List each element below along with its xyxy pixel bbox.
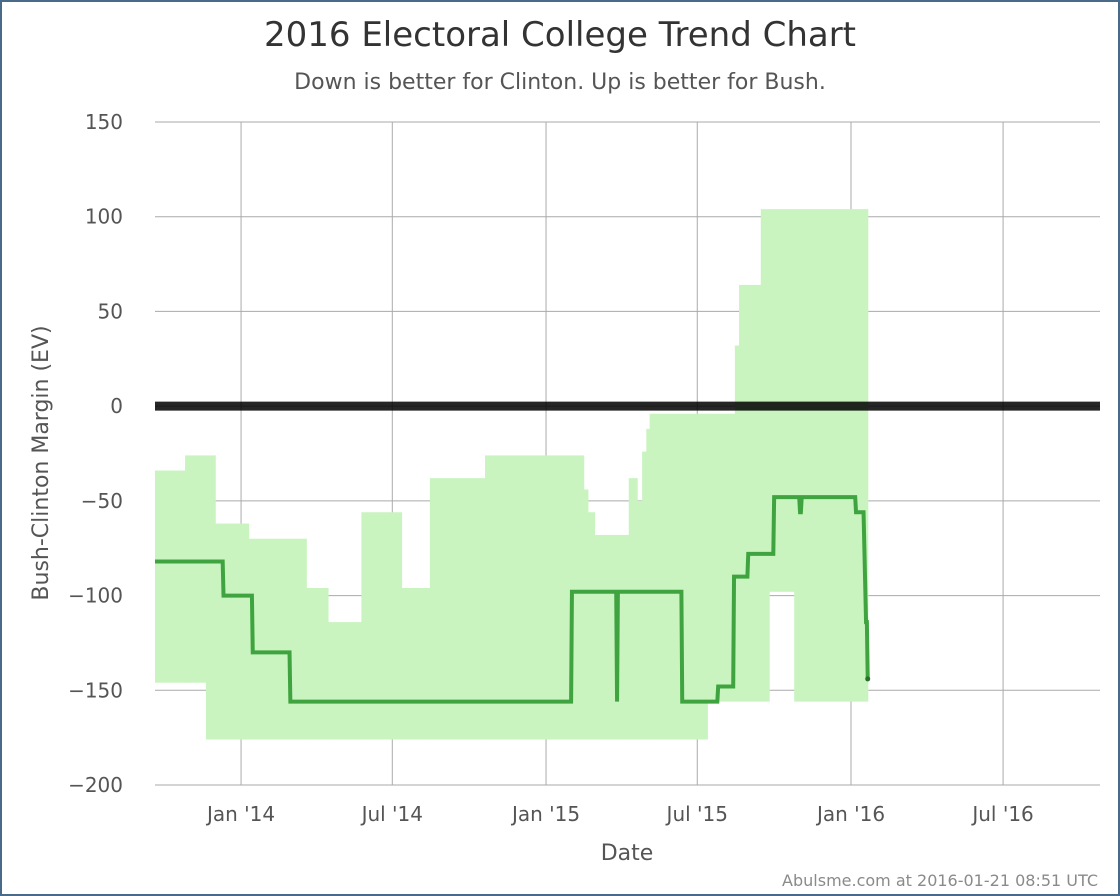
y-tick-label: 150 xyxy=(85,110,123,134)
band-segment xyxy=(485,455,585,740)
band-segment xyxy=(248,538,307,740)
chart-subtitle: Down is better for Clinton. Up is better… xyxy=(294,70,826,95)
band-segment xyxy=(734,345,740,702)
x-tick-label: Jan '16 xyxy=(815,802,885,826)
band-segment xyxy=(361,512,403,740)
x-axis-label: Date xyxy=(601,841,654,866)
band-segment xyxy=(794,209,869,702)
band-segment xyxy=(185,455,207,683)
y-tick-label: −150 xyxy=(68,678,123,702)
band-segment xyxy=(739,284,762,702)
band-segment xyxy=(707,413,736,702)
band-segment xyxy=(429,478,486,740)
band-segment xyxy=(594,534,630,740)
band-segment xyxy=(642,451,647,740)
band-segment xyxy=(649,413,708,740)
x-tick-label: Jul '14 xyxy=(360,802,423,826)
band-segment xyxy=(587,512,596,740)
range-band xyxy=(155,209,869,740)
band-segment xyxy=(401,587,431,740)
band-segment xyxy=(306,587,329,740)
y-tick-label: 100 xyxy=(85,205,123,229)
band-segment xyxy=(205,455,216,740)
band-segment xyxy=(646,428,651,740)
x-tick-label: Jan '14 xyxy=(205,802,275,826)
credit-text: Abulsme.com at 2016-01-21 08:51 UTC xyxy=(782,871,1098,890)
band-segment xyxy=(637,500,643,740)
y-axis-label: Bush-Clinton Margin (EV) xyxy=(29,325,54,600)
y-tick-label: −200 xyxy=(68,773,123,797)
y-tick-label: 50 xyxy=(98,299,123,323)
chart-title: 2016 Electoral College Trend Chart xyxy=(264,15,856,55)
y-tick-label: −50 xyxy=(81,489,123,513)
series-line xyxy=(155,495,870,704)
x-tick-label: Jan '15 xyxy=(510,802,580,826)
band-segment xyxy=(583,489,589,740)
x-tick-label: Jul '15 xyxy=(665,802,728,826)
band-segment xyxy=(628,478,638,740)
band-segment xyxy=(155,470,186,683)
series-endpoint xyxy=(865,676,871,682)
band-segment xyxy=(760,209,770,702)
y-tick-label: 0 xyxy=(110,394,123,418)
series-layer xyxy=(155,495,871,704)
x-tick-label: Jul '16 xyxy=(970,802,1033,826)
band-segment xyxy=(215,523,250,740)
y-tick-label: −100 xyxy=(68,584,123,608)
band-segment xyxy=(327,622,362,740)
x-tick-labels: Jan '14 Jul '14 Jan '15 Jul '15 Jan '16 Jul '… xyxy=(205,802,1034,826)
y-tick-labels: 150 100 50 0 −50 −100 −150 −200 xyxy=(68,110,123,797)
